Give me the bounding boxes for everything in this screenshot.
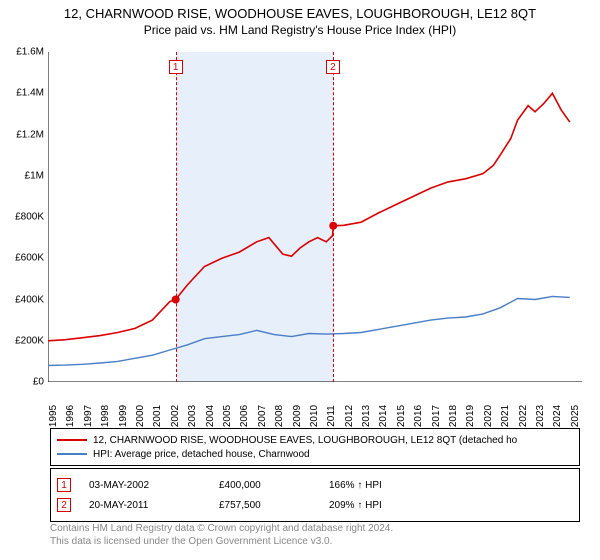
x-tick-label: 2016: [413, 405, 424, 427]
x-tick-label: 2019: [465, 405, 476, 427]
transaction-date: 03-MAY-2002: [89, 480, 219, 491]
x-tick-label: 2022: [518, 405, 529, 427]
x-tick-label: 2010: [309, 405, 320, 427]
transaction-table: 1 03-MAY-2002£400,000166% ↑ HPI 2 20-MAY-20…: [50, 468, 580, 522]
x-tick-label: 1996: [65, 405, 76, 427]
x-tick-label: 2004: [205, 405, 216, 427]
x-tick-label: 2005: [222, 405, 233, 427]
event-marker-1: 1: [169, 60, 183, 74]
x-tick-label: 1995: [48, 405, 59, 427]
x-axis-labels: 1995 1996 1997 1998 1999 2000 2001 2002 2003 2004…: [48, 386, 582, 434]
event-marker-2: 2: [326, 60, 340, 74]
x-tick-label: 2007: [257, 405, 268, 427]
x-tick-label: 2003: [187, 405, 198, 427]
legend-row: 12, CHARNWOOD RISE, WOODHOUSE EAVES, LOU…: [57, 433, 573, 447]
x-tick-label: 2015: [396, 405, 407, 427]
transaction-row: 1 03-MAY-2002£400,000166% ↑ HPI: [57, 475, 573, 495]
x-tick-label: 2008: [274, 405, 285, 427]
legend-label: 12, CHARNWOOD RISE, WOODHOUSE EAVES, LOU…: [93, 435, 517, 446]
footer-line-1: Contains HM Land Registry data © Crown c…: [50, 522, 580, 535]
transaction-row: 2 20-MAY-2011£757,500209% ↑ HPI: [57, 495, 573, 515]
transaction-price: £400,000: [219, 480, 329, 491]
transaction-date: 20-MAY-2011: [89, 500, 219, 511]
series-line: [48, 93, 570, 340]
transaction-marker: 2: [57, 498, 71, 512]
chart-title: 12, CHARNWOOD RISE, WOODHOUSE EAVES, LOU…: [0, 0, 600, 21]
x-tick-label: 2000: [135, 405, 146, 427]
event-vline: [333, 52, 334, 382]
event-vline: [176, 52, 177, 382]
y-tick-label: £600K: [15, 253, 44, 264]
legend-swatch: [57, 453, 87, 455]
y-tick-label: £1.4M: [16, 88, 44, 99]
y-tick-label: £200K: [15, 335, 44, 346]
x-tick-label: 2017: [431, 405, 442, 427]
x-tick-label: 2021: [500, 405, 511, 427]
x-tick-label: 2002: [170, 405, 181, 427]
attribution-footer: Contains HM Land Registry data © Crown c…: [50, 522, 580, 548]
transaction-pct: 166% ↑ HPI: [329, 480, 382, 491]
x-tick-label: 2011: [326, 405, 337, 427]
x-tick-label: 2009: [292, 405, 303, 427]
legend-swatch: [57, 439, 87, 441]
x-tick-label: 2001: [152, 405, 163, 427]
y-axis-labels: £0£200K£400K£600K£800K£1M£1.2M£1.4M£1.6M: [0, 52, 46, 382]
x-tick-label: 2012: [344, 405, 355, 427]
chart-subtitle: Price paid vs. HM Land Registry's House …: [0, 21, 600, 37]
y-tick-label: £0: [33, 377, 44, 388]
plot-area: 12: [48, 52, 582, 382]
x-tick-label: 2014: [378, 405, 389, 427]
x-tick-label: 2013: [361, 405, 372, 427]
x-tick-label: 2024: [552, 405, 563, 427]
chart-container: 12, CHARNWOOD RISE, WOODHOUSE EAVES, LOU…: [0, 0, 600, 560]
y-tick-label: £800K: [15, 212, 44, 223]
transaction-marker: 1: [57, 478, 71, 492]
transaction-price: £757,500: [219, 500, 329, 511]
legend-label: HPI: Average price, detached house, Char…: [93, 449, 310, 460]
x-tick-label: 2006: [239, 405, 250, 427]
x-tick-label: 2025: [570, 405, 581, 427]
legend-row: HPI: Average price, detached house, Char…: [57, 447, 573, 461]
transaction-pct: 209% ↑ HPI: [329, 500, 382, 511]
x-tick-label: 1999: [118, 405, 129, 427]
x-tick-label: 2018: [448, 405, 459, 427]
x-tick-label: 2020: [483, 405, 494, 427]
x-tick-label: 1998: [100, 405, 111, 427]
y-tick-label: £1.6M: [16, 47, 44, 58]
y-tick-label: £400K: [15, 294, 44, 305]
y-tick-label: £1M: [25, 170, 44, 181]
footer-line-2: This data is licensed under the Open Gov…: [50, 535, 580, 548]
chart-svg: [48, 52, 582, 382]
legend-box: 12, CHARNWOOD RISE, WOODHOUSE EAVES, LOU…: [50, 428, 580, 466]
x-tick-label: 2023: [535, 405, 546, 427]
x-tick-label: 1997: [83, 405, 94, 427]
y-tick-label: £1.2M: [16, 129, 44, 140]
